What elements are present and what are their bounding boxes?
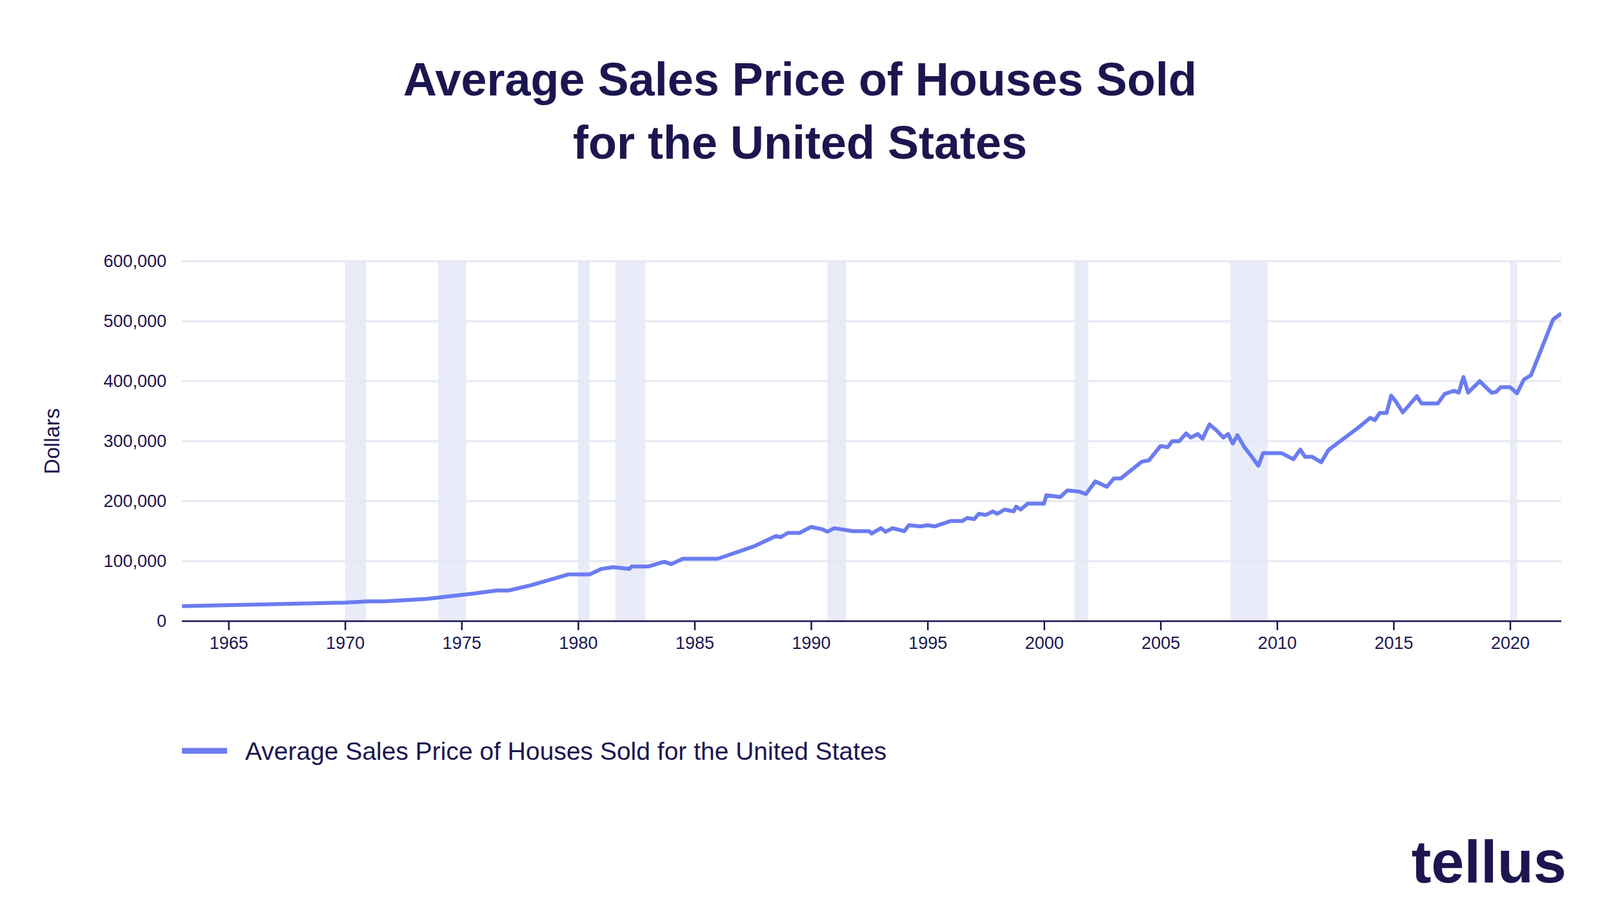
x-tick-label: 2015 (1374, 633, 1413, 653)
grid-line (181, 620, 1562, 623)
x-tick-label: 1970 (325, 633, 365, 653)
grid-line (181, 440, 1562, 443)
x-tick-label: 1980 (558, 633, 598, 653)
x-tick: 1970 (325, 621, 365, 653)
x-tick-mark (1509, 621, 1512, 631)
series-line (181, 313, 1562, 607)
y-tick: 600,000 (103, 251, 182, 271)
x-tick-mark (577, 621, 580, 631)
x-tick: 1995 (908, 621, 948, 653)
grid-line (181, 380, 1562, 383)
title-line: Average Sales Price of Houses Sold (403, 53, 1197, 106)
y-tick-label: 0 (156, 611, 167, 631)
title: Average Sales Price of Houses Sold for th… (403, 53, 1197, 169)
logo: tellus (1411, 829, 1567, 895)
grid-line (181, 560, 1562, 563)
grid-line (181, 320, 1562, 323)
x-tick-label: 2000 (1025, 633, 1064, 653)
x-tick: 2005 (1141, 621, 1180, 653)
x-axis: 1965 1970 1975 1980 1985 1990 1995 2000 2005 2010… (181, 621, 1562, 653)
x-tick-label: 1985 (675, 633, 715, 653)
x-tick-mark (810, 621, 813, 631)
x-tick-mark (694, 621, 697, 631)
y-tick: 300,000 (103, 431, 182, 451)
y-axis-title: Dollars (40, 408, 64, 475)
y-tick-label: 400,000 (103, 371, 167, 391)
x-tick: 2000 (1025, 621, 1064, 653)
legend-swatch (181, 748, 228, 755)
y-axis-line (181, 261, 183, 622)
x-tick-label: 1975 (442, 633, 482, 653)
x-tick-mark (1392, 621, 1395, 631)
x-tick-label: 1990 (792, 633, 831, 653)
x-tick-label: 1965 (209, 633, 249, 653)
x-tick: 1965 (209, 621, 249, 653)
y-tick: 0 (156, 611, 182, 631)
x-tick: 1985 (675, 621, 715, 653)
x-tick: 1975 (442, 621, 482, 653)
x-tick-label: 2010 (1258, 633, 1297, 653)
x-tick-mark (1043, 621, 1046, 631)
y-tick-label: 500,000 (103, 311, 167, 331)
y-axis: 0 100,000 200,000 300,000 400,000 500,000 600,… (103, 251, 182, 631)
x-tick-mark (927, 621, 930, 631)
title-line: for the United States (572, 116, 1028, 169)
y-tick: 500,000 (103, 311, 182, 331)
x-tick: 2010 (1258, 621, 1297, 653)
y-tick-label: 200,000 (103, 491, 167, 511)
x-tick-label: 2005 (1141, 633, 1180, 653)
x-axis-line (181, 620, 1562, 623)
legend-label: Average Sales Price of Houses Sold for t… (245, 737, 887, 766)
legend: Average Sales Price of Houses Sold for t… (181, 737, 887, 766)
x-tick-label: 2020 (1490, 633, 1530, 653)
plot: 0 100,000 200,000 300,000 400,000 500,000 600,… (103, 251, 1562, 653)
x-tick: 2015 (1374, 621, 1413, 653)
x-tick-mark (461, 621, 464, 631)
x-tick-mark (1276, 621, 1279, 631)
y-tick-label: 300,000 (103, 431, 167, 451)
x-tick: 1990 (792, 621, 831, 653)
x-tick-mark (344, 621, 347, 631)
y-tick: 200,000 (103, 491, 182, 511)
x-tick-mark (1160, 621, 1162, 631)
grid-line (181, 500, 1562, 503)
y-tick-label: 600,000 (103, 251, 167, 271)
grid-line (181, 260, 1562, 263)
grid (181, 261, 1562, 622)
chart: Average Sales Price of Houses Sold for th… (0, 0, 1600, 914)
y-tick: 400,000 (103, 371, 182, 391)
series-group (181, 313, 1562, 607)
x-tick: 1980 (558, 621, 598, 653)
x-tick: 2020 (1490, 621, 1530, 653)
x-tick-label: 1995 (908, 633, 948, 653)
y-tick: 100,000 (103, 551, 182, 571)
x-tick-mark (227, 621, 230, 631)
y-tick-label: 100,000 (103, 551, 167, 571)
